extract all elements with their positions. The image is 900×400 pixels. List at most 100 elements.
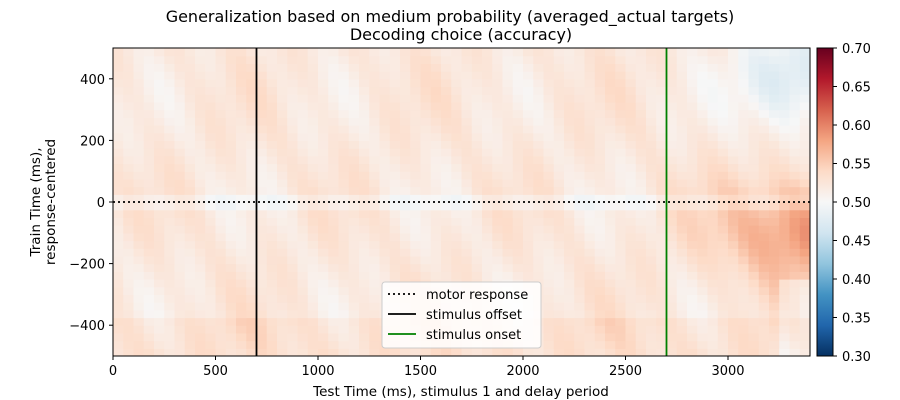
heatmap-cell (307, 78, 319, 88)
heatmap-cell (287, 125, 299, 134)
heatmap-cell (195, 248, 206, 257)
heatmap-cell (471, 271, 483, 280)
heatmap-cell (666, 178, 678, 188)
heatmap-cell (615, 117, 627, 126)
heatmap-cell (574, 317, 586, 326)
heatmap-cell (174, 294, 186, 303)
heatmap-cell (789, 317, 801, 326)
colorbar-tick-label: 0.40 (842, 273, 871, 288)
heatmap-cell (656, 348, 668, 356)
heatmap-cell (584, 78, 596, 88)
heatmap-cell (205, 194, 217, 203)
heatmap-cell (410, 171, 422, 180)
heatmap-cell (430, 78, 442, 88)
heatmap-cell (553, 302, 565, 311)
heatmap-cell (543, 202, 555, 211)
heatmap-cell (318, 232, 329, 242)
heatmap-cell (584, 186, 596, 195)
heatmap-cell (799, 317, 810, 326)
heatmap-cell (799, 194, 810, 203)
heatmap-cell (666, 78, 678, 88)
heatmap-cell (748, 163, 760, 172)
heatmap-cell (297, 317, 309, 326)
heatmap-cell (318, 101, 329, 111)
heatmap-cell (625, 86, 637, 95)
heatmap-cell (656, 148, 668, 157)
heatmap-cell (389, 86, 401, 95)
heatmap-cell (174, 178, 186, 188)
heatmap-cell (594, 155, 606, 165)
heatmap-cell (779, 194, 791, 203)
heatmap-cell (318, 117, 329, 126)
heatmap-cell (492, 140, 504, 149)
heatmap-cell (676, 271, 688, 280)
heatmap-cell (236, 309, 247, 319)
heatmap-cell (369, 286, 381, 295)
heatmap-cell (769, 271, 780, 280)
heatmap-cell (769, 325, 780, 334)
heatmap-cell (133, 125, 145, 134)
heatmap-cell (687, 286, 698, 295)
heatmap-cell (389, 63, 401, 72)
heatmap-cell (441, 271, 452, 280)
heatmap-cell (523, 271, 534, 280)
heatmap-cell (236, 63, 247, 72)
heatmap-cell (625, 248, 637, 257)
heatmap-cell (502, 348, 514, 356)
heatmap-cell (574, 309, 586, 319)
heatmap-cell (451, 132, 463, 141)
heatmap-cell (461, 194, 473, 203)
heatmap-cell (338, 178, 350, 188)
heatmap-cell (143, 125, 155, 134)
heatmap-cell (256, 325, 268, 334)
heatmap-cell (492, 240, 504, 249)
heatmap-cell (441, 202, 452, 211)
heatmap-cell (656, 63, 668, 72)
heatmap-cell (769, 240, 780, 249)
heatmap-cell (184, 109, 196, 118)
heatmap-cell (348, 271, 360, 280)
heatmap-cell (574, 155, 586, 165)
heatmap-cell (789, 225, 801, 234)
heatmap-cell (195, 255, 206, 265)
heatmap-cell (451, 55, 463, 64)
heatmap-cell (533, 48, 545, 57)
heatmap-cell (553, 148, 565, 157)
heatmap-cell (164, 63, 176, 72)
heatmap-cell (615, 294, 627, 303)
heatmap-cell (328, 55, 340, 64)
heatmap-cell (215, 48, 227, 57)
heatmap-cell (338, 186, 350, 195)
heatmap-cell (728, 55, 739, 64)
heatmap-cell (266, 294, 278, 303)
heatmap-cell (123, 78, 135, 88)
heatmap-cell (512, 348, 524, 356)
heatmap-cell (430, 55, 442, 64)
heatmap-cell (748, 202, 760, 211)
heatmap-cell (143, 186, 155, 195)
heatmap-cell (502, 248, 514, 257)
heatmap-cell (287, 194, 299, 203)
heatmap-cell (307, 240, 319, 249)
heatmap-cell (318, 155, 329, 165)
heatmap-cell (400, 178, 411, 188)
heatmap-cell (471, 348, 483, 356)
heatmap-cell (359, 194, 370, 203)
heatmap-cell (328, 78, 340, 88)
heatmap-cell (615, 340, 627, 349)
heatmap-cell (769, 263, 780, 272)
heatmap-cell (369, 325, 381, 334)
heatmap-cell (635, 286, 647, 295)
heatmap-cell (656, 271, 668, 280)
heatmap-cell (236, 209, 247, 218)
heatmap-cell (605, 286, 616, 295)
heatmap-cell (277, 71, 288, 80)
heatmap-cell (123, 140, 135, 149)
x-axis: 0 500 1000 1500 2000 2500 3000 (109, 356, 745, 379)
heatmap-cell (748, 117, 760, 126)
heatmap-cell (359, 178, 370, 188)
heatmap-cell (779, 78, 791, 88)
heatmap-cell (277, 48, 288, 57)
heatmap-cell (133, 171, 145, 180)
heatmap-cell (225, 178, 237, 188)
